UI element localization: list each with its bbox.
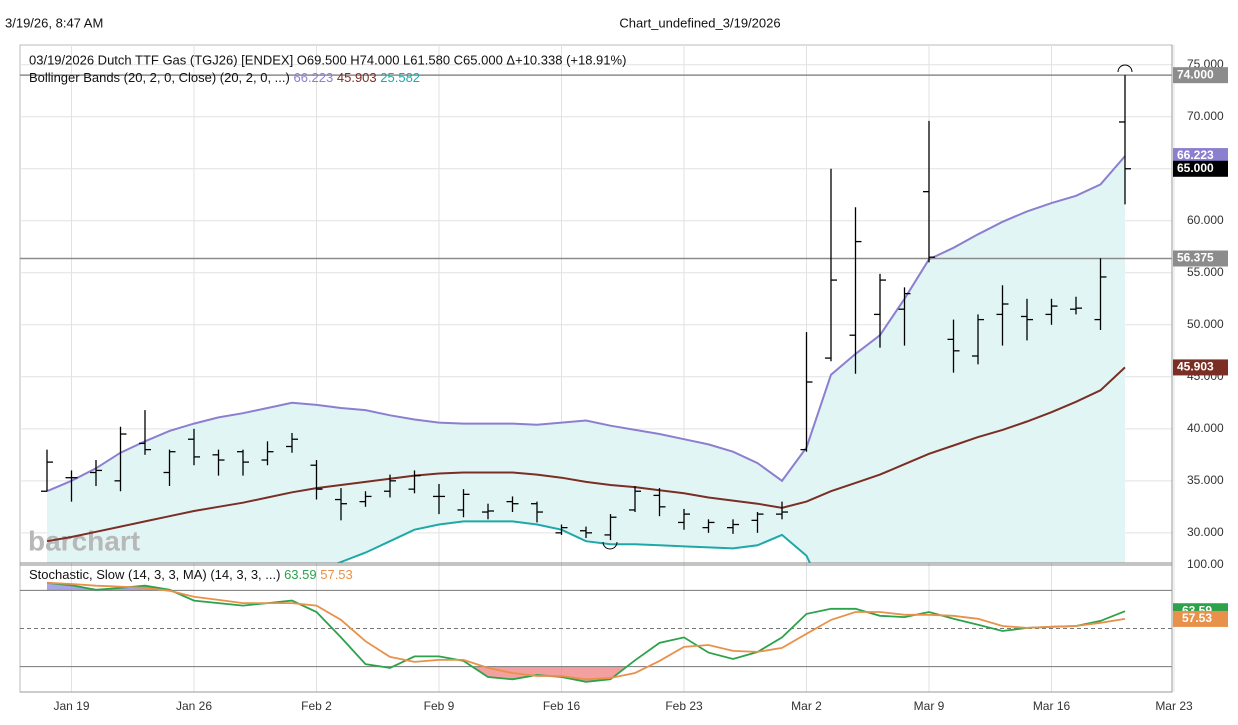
y-tick-label: 100.00: [1187, 557, 1224, 571]
legend-value: 63.59: [284, 567, 317, 582]
x-tick-label: Feb 2: [301, 699, 332, 713]
x-tick-label: Jan 19: [53, 699, 89, 713]
x-tick-label: Feb 9: [424, 699, 455, 713]
stoch-badge-label: 57.53: [1182, 611, 1212, 625]
low-marker: [602, 541, 618, 550]
stoch-line: [46, 581, 1126, 681]
reference-badge: [1173, 250, 1228, 267]
price-legend: 03/19/2026 Dutch TTF Gas (TGJ26) [ENDEX]…: [29, 52, 626, 67]
x-tick-label: Mar 23: [1155, 699, 1193, 713]
overlay-title: Bollinger Bands (20, 2, 0, Close) (20, 2…: [29, 70, 290, 85]
band-badge: [1173, 359, 1228, 376]
stoch-title: Stochastic, Slow (14, 3, 3, MA) (14, 3, …: [29, 567, 280, 582]
legend-value: 25.582: [380, 70, 420, 85]
high-marker: [1117, 64, 1133, 73]
x-tick-label: Mar 2: [791, 699, 822, 713]
close-badge: [1173, 160, 1228, 177]
x-tick-label: Mar 9: [914, 699, 945, 713]
y-tick-label: 50.000: [1187, 317, 1224, 331]
reference-badge: [1173, 67, 1228, 84]
page-title: Chart_undefined_3/19/2026: [619, 15, 780, 30]
band-badge-label: 66.223: [1177, 148, 1214, 162]
band-line: [46, 155, 1126, 493]
legend-value: 57.53: [320, 567, 353, 582]
y-tick-label: 40.000: [1187, 421, 1224, 435]
band-line: [46, 366, 1126, 543]
reference-badge-label: 74.000: [1177, 67, 1214, 81]
y-tick-label: 55.000: [1187, 265, 1224, 279]
timestamp: 3/19/26, 8:47 AM: [5, 15, 103, 30]
legend-value: 45.903: [337, 70, 377, 85]
stoch-line: [46, 581, 1126, 683]
x-tick-label: Feb 16: [543, 699, 581, 713]
reference-badge-label: 56.375: [1177, 251, 1214, 265]
legend-value: 66.223: [293, 70, 333, 85]
stoch-badge: [1173, 610, 1228, 627]
band-badge-label: 45.903: [1177, 360, 1214, 374]
close-badge-label: 65.000: [1177, 161, 1214, 175]
band-badge: [1173, 148, 1228, 165]
y-tick-label: 35.000: [1187, 473, 1224, 487]
zone-fill: [47, 666, 1125, 682]
stoch-legend: Stochastic, Slow (14, 3, 3, MA) (14, 3, …: [29, 567, 353, 582]
y-tick-label: 70.000: [1187, 109, 1224, 123]
watermark: barchart: [28, 525, 140, 556]
overlay-legend: Bollinger Bands (20, 2, 0, Close) (20, 2…: [29, 70, 420, 85]
band-line: [335, 520, 812, 563]
x-tick-label: Jan 26: [176, 699, 212, 713]
x-tick-label: Mar 16: [1033, 699, 1071, 713]
y-tick-label: 60.000: [1187, 213, 1224, 227]
x-tick-label: Feb 23: [665, 699, 703, 713]
y-tick-label: 30.000: [1187, 525, 1224, 539]
